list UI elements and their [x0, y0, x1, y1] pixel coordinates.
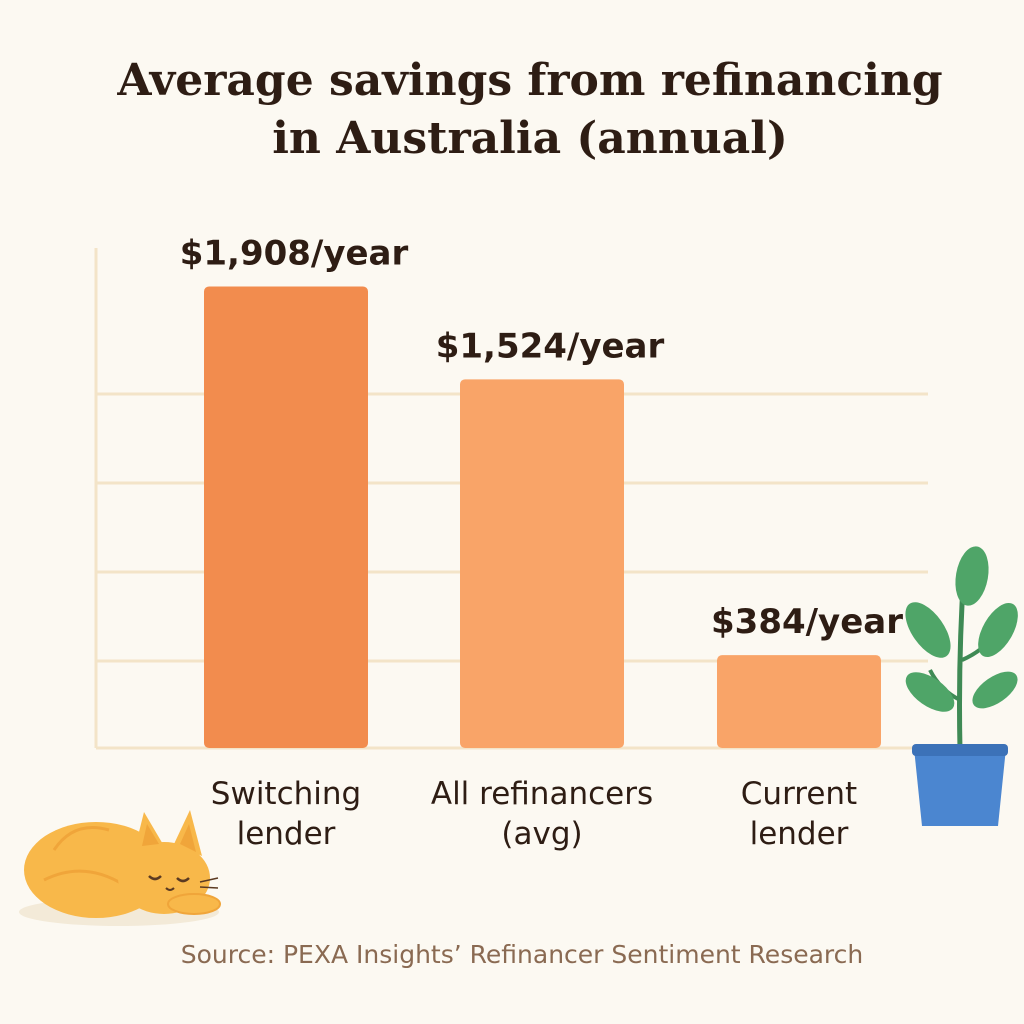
- category-label-1: Switching lender: [210, 776, 362, 852]
- bar-2: [460, 379, 624, 748]
- potted-plant-icon: [905, 546, 1018, 826]
- bar-3: [717, 655, 881, 748]
- data-label-1: $1,908/year: [180, 233, 409, 273]
- data-label-2: $1,524/year: [436, 326, 665, 366]
- data-label-3: $384/year: [711, 602, 903, 642]
- source-note: Source: PEXA Insights’ Refinancer Sentim…: [180, 940, 864, 969]
- sleeping-cat-icon: [19, 810, 221, 926]
- chart-title-line-1: Average savings from refinancing: [117, 55, 943, 106]
- chart-title: Average savings from refinancing in Aust…: [80, 52, 980, 168]
- category-label-3: Current lender: [740, 776, 858, 852]
- chart-title-line-2: in Australia (annual): [272, 113, 788, 164]
- category-label-2: All refinancers (avg): [430, 776, 654, 852]
- bar-1: [204, 286, 368, 748]
